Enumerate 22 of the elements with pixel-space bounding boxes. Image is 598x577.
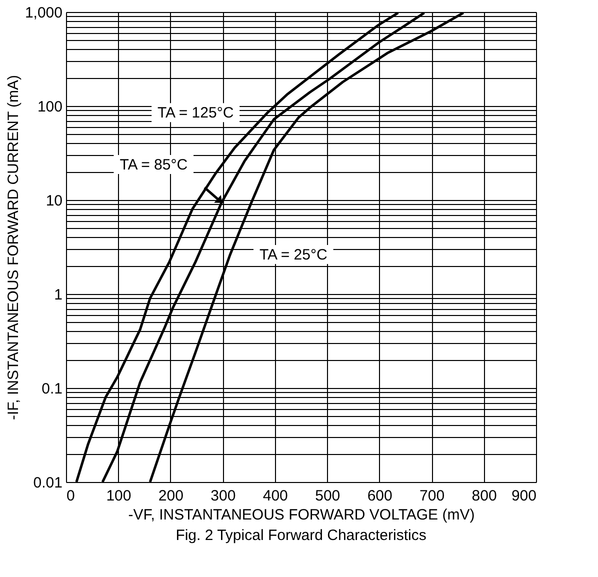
y-tick-label: 1,000 [24,4,62,22]
x-tick-label: 200 [158,488,184,504]
x-tick-label: 900 [511,488,536,504]
x-tick-label: 800 [472,488,497,504]
x-tick-label: 400 [262,488,288,504]
annotation: TA = 125°C [157,104,234,122]
y-tick-label: 0.1 [42,380,62,398]
x-tick-label: 300 [210,488,236,504]
annotation: TA = 85°C [120,156,188,174]
x-tick-label: 700 [420,488,445,504]
x-tick-label: 0 [66,488,75,504]
x-tick-label: 600 [367,488,392,504]
y-tick-label: 1 [54,286,62,304]
y-tick-label: 0.01 [33,474,62,492]
y-tick-label: 100 [37,98,62,116]
y-tick-label: 10 [46,192,62,210]
x-tick-label: 100 [106,488,132,504]
y-axis-title: -IF, INSTANTANEOUS FORWARD CURRENT (mA) [4,74,22,420]
text: Fig. 2 Typical Forward Characteristics [176,527,426,544]
x-tick-label: 500 [315,488,340,504]
annotation: TA = 25°C [259,246,328,264]
x-axis-title: -VF, INSTANTANEOUS FORWARD VOLTAGE (mV) [128,506,475,524]
